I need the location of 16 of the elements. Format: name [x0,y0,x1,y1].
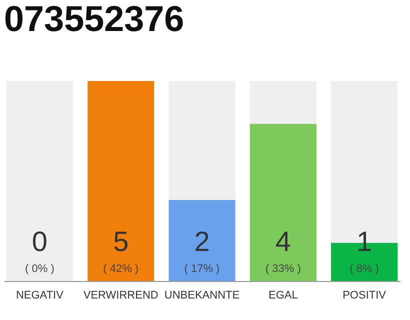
chart-title: 073552376 [4,0,184,39]
data-label: ( 17% ) [184,263,220,275]
x-tick-label: EGAL [268,290,298,302]
x-tick-label: POSITIV [342,290,387,302]
annotation: 4 [275,226,291,257]
annotation: 2 [194,226,210,257]
x-tick-label: NEGATIV [16,290,64,302]
data-label: ( 33% ) [265,263,301,275]
annotation: 0 [32,226,48,257]
x-tick-label: VERWIRREND [83,290,158,302]
bar [88,81,154,281]
data-label: ( 8% ) [350,263,379,275]
data-label: ( 0% ) [25,263,54,275]
data-label: ( 42% ) [103,263,139,275]
x-tick-label: UNBEKANNTE [164,290,240,302]
annotation: 5 [113,226,129,257]
